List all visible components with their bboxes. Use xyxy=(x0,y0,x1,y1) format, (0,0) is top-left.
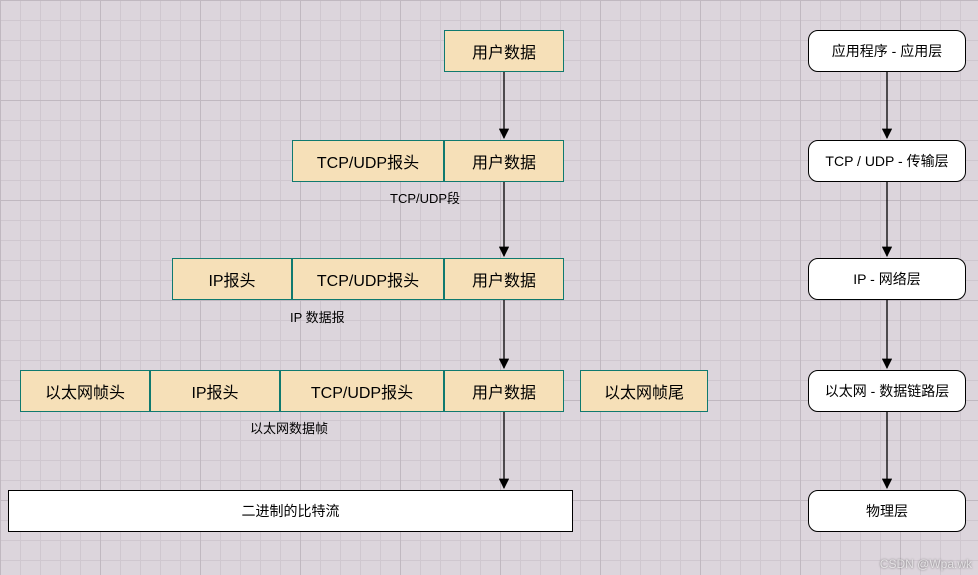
caption-eth-frame: 以太网数据帧 xyxy=(250,418,328,437)
bitstream-box: 二进制的比特流 xyxy=(8,490,573,532)
caption-ip-datagram: IP 数据报 xyxy=(290,307,345,326)
caption-tcp-segment: TCP/UDP段 xyxy=(390,188,460,207)
layer-datalink: 以太网 - 数据链路层 xyxy=(808,370,966,412)
row2-user-data: 用户数据 xyxy=(444,140,564,182)
row3-tcp-header: TCP/UDP报头 xyxy=(292,258,444,300)
row4-user-data: 用户数据 xyxy=(444,370,564,412)
row4-ip-header: IP报头 xyxy=(150,370,280,412)
row3-user-data: 用户数据 xyxy=(444,258,564,300)
row4-tcp-header: TCP/UDP报头 xyxy=(280,370,444,412)
layer-application: 应用程序 - 应用层 xyxy=(808,30,966,72)
watermark: CSDN @Wpa.wk xyxy=(880,557,972,571)
row2-tcp-header: TCP/UDP报头 xyxy=(292,140,444,182)
layer-transport: TCP / UDP - 传输层 xyxy=(808,140,966,182)
layer-physical: 物理层 xyxy=(808,490,966,532)
row4-eth-trailer: 以太网帧尾 xyxy=(580,370,708,412)
layer-network: IP - 网络层 xyxy=(808,258,966,300)
row4-eth-header: 以太网帧头 xyxy=(20,370,150,412)
row3-ip-header: IP报头 xyxy=(172,258,292,300)
row1-user-data: 用户数据 xyxy=(444,30,564,72)
